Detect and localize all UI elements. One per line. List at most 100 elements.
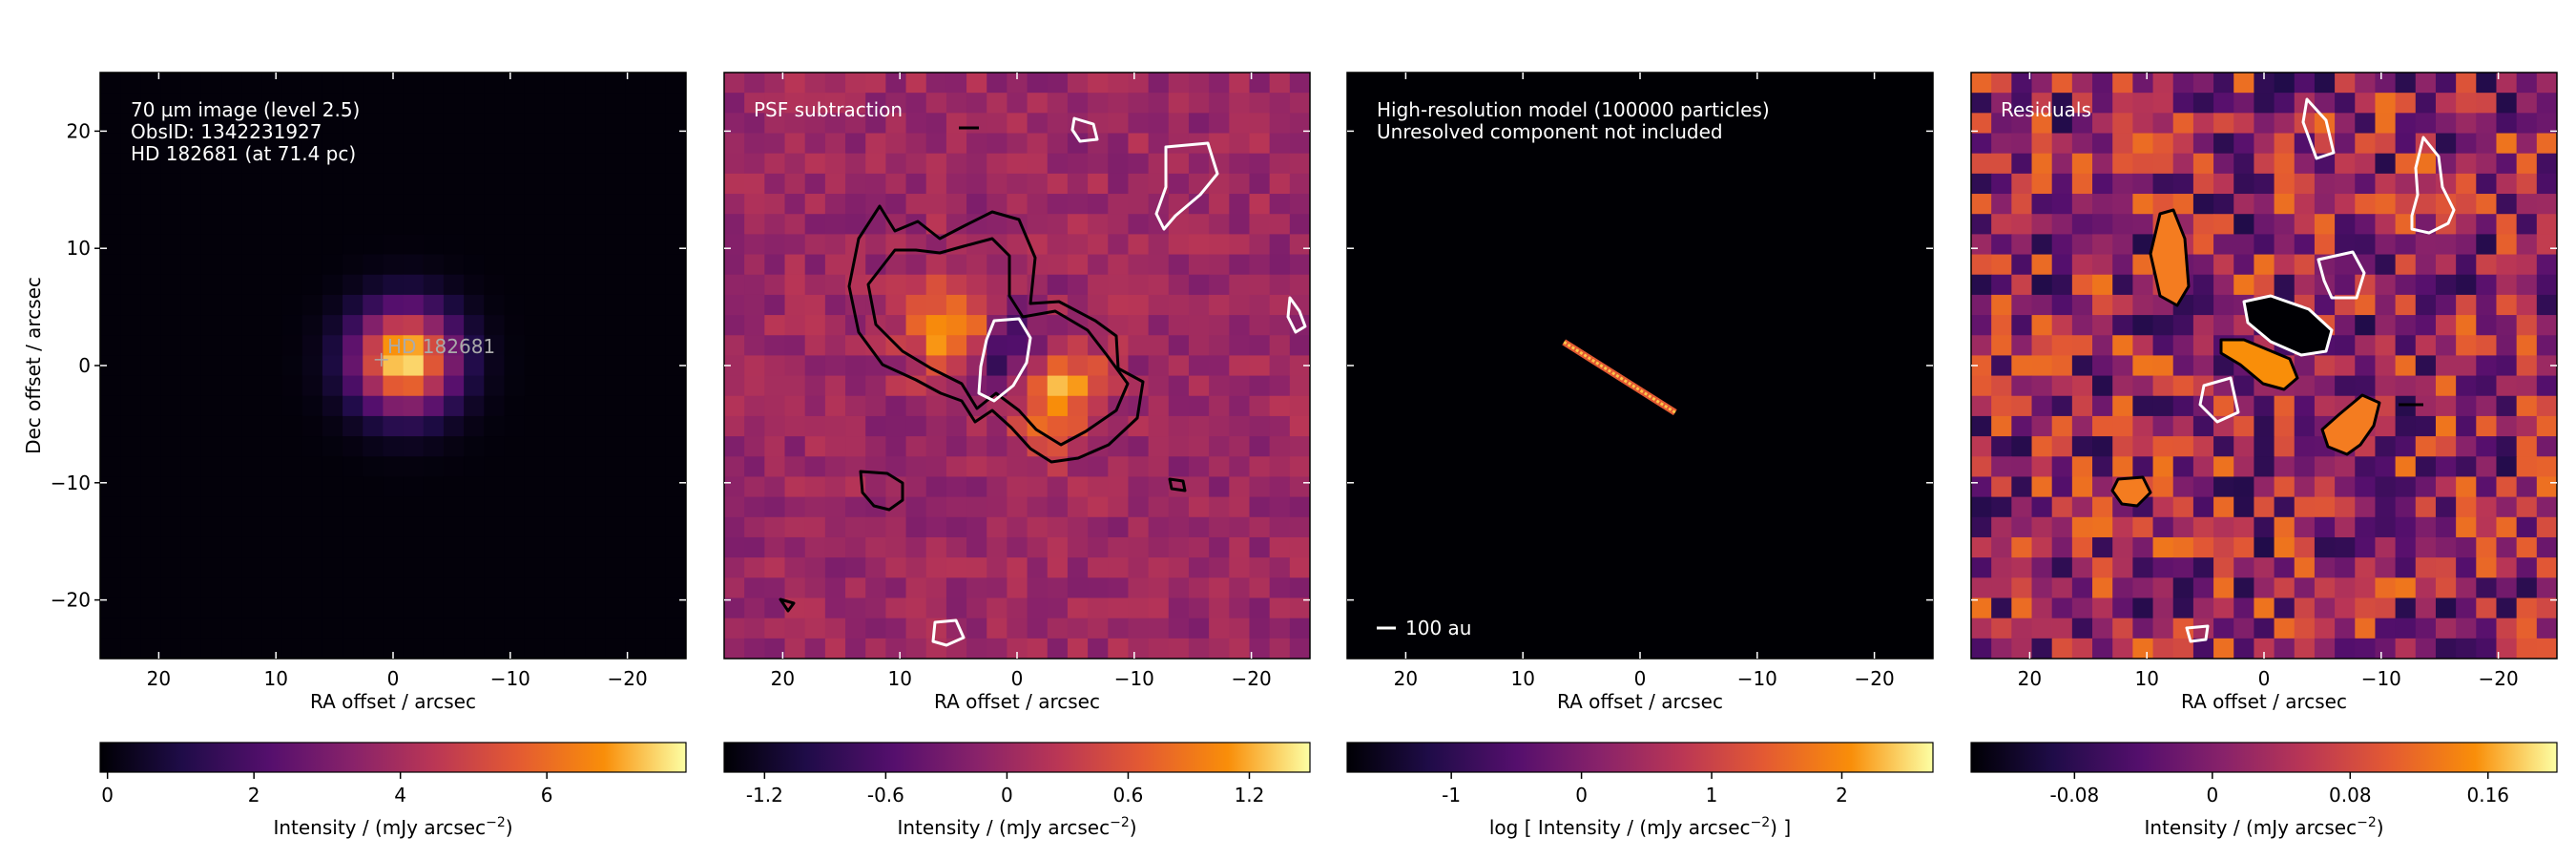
heatmap-pixel xyxy=(2415,254,2437,276)
heatmap-pixel xyxy=(1007,638,1028,659)
heatmap-pixel xyxy=(585,375,606,397)
heatmap-pixel xyxy=(2375,436,2397,457)
heatmap-pixel xyxy=(261,476,283,498)
heatmap-pixel xyxy=(1289,173,1310,195)
heatmap-pixel xyxy=(2496,194,2518,215)
heatmap-pixel xyxy=(2274,194,2296,215)
heatmap-pixel xyxy=(383,113,405,135)
heatmap-pixel xyxy=(403,557,425,578)
heatmap-pixel xyxy=(2092,618,2113,639)
heatmap-pixel xyxy=(2335,536,2356,558)
heatmap-pixel xyxy=(322,638,343,659)
heatmap-pixel xyxy=(605,456,627,478)
heatmap-pixel xyxy=(1027,638,1049,659)
heatmap-pixel xyxy=(504,496,526,518)
heatmap-pixel xyxy=(504,375,526,397)
colorbar-gradient xyxy=(723,742,1311,773)
heatmap-pixel xyxy=(363,194,384,215)
heatmap-pixel xyxy=(322,113,343,135)
heatmap-pixel xyxy=(1007,375,1028,397)
heatmap-pixel xyxy=(383,395,405,417)
heatmap-pixel xyxy=(484,536,506,558)
heatmap-pixel xyxy=(2314,93,2336,114)
heatmap-pixel xyxy=(605,395,627,417)
heatmap-pixel xyxy=(2071,315,2093,336)
heatmap-pixel xyxy=(1027,294,1049,316)
heatmap-pixel xyxy=(2112,395,2133,417)
heatmap-pixel xyxy=(2112,194,2133,215)
heatmap-pixel xyxy=(2172,375,2194,397)
heatmap-pixel xyxy=(1991,254,2012,276)
heatmap-pixel xyxy=(2435,476,2457,498)
heatmap-pixel xyxy=(544,194,566,215)
heatmap-pixel xyxy=(180,415,202,437)
heatmap-pixel xyxy=(403,173,425,195)
heatmap-pixel xyxy=(464,73,485,94)
heatmap-pixel xyxy=(784,516,806,538)
heatmap-pixel xyxy=(383,618,405,639)
heatmap-pixel xyxy=(1088,557,1109,578)
heatmap-pixel xyxy=(987,355,1008,377)
heatmap-pixel xyxy=(1991,355,2012,377)
heatmap-pixel xyxy=(200,294,222,316)
heatmap-pixel xyxy=(2254,133,2275,155)
heatmap-pixel xyxy=(221,335,242,357)
heatmap-pixel xyxy=(1108,133,1130,155)
heatmap-pixel xyxy=(1067,133,1089,155)
heatmap-pixel xyxy=(2536,638,2557,659)
heatmap-pixel xyxy=(1991,436,2012,457)
heatmap-pixel xyxy=(2375,456,2397,478)
heatmap-pixel xyxy=(2132,113,2154,135)
heatmap-pixel xyxy=(2213,436,2234,457)
heatmap-pixel xyxy=(524,618,546,639)
heatmap-pixel xyxy=(160,557,182,578)
heatmap-pixel xyxy=(200,133,222,155)
heatmap-pixel xyxy=(301,294,323,316)
heatmap-pixel xyxy=(2435,557,2457,578)
heatmap-pixel xyxy=(665,436,686,457)
heatmap-pixel xyxy=(200,415,222,437)
heatmap-pixel xyxy=(2395,173,2417,195)
heatmap-pixel xyxy=(281,355,303,377)
heatmap-pixel xyxy=(544,315,566,336)
heatmap-pixel xyxy=(2254,597,2275,619)
heatmap-pixel xyxy=(180,335,202,357)
heatmap-pixel xyxy=(363,395,384,417)
heatmap-pixel xyxy=(2456,536,2477,558)
heatmap-pixel xyxy=(1108,436,1130,457)
heatmap-pixel xyxy=(464,557,485,578)
heatmap-pixel xyxy=(1027,73,1049,94)
annotation-line-1: High-resolution model (100000 particles) xyxy=(1377,98,1770,121)
heatmap-pixel xyxy=(403,456,425,478)
heatmap-pixel xyxy=(2092,294,2113,316)
heatmap-pixel xyxy=(363,375,384,397)
heatmap-pixel xyxy=(2516,214,2538,235)
heatmap-pixel xyxy=(2415,73,2437,94)
heatmap-pixel xyxy=(1269,234,1291,256)
heatmap-pixel xyxy=(443,133,465,155)
heatmap-pixel xyxy=(160,194,182,215)
heatmap-pixel xyxy=(2335,456,2356,478)
heatmap-pixel xyxy=(160,375,182,397)
heatmap-pixel xyxy=(484,557,506,578)
heatmap-pixel xyxy=(987,476,1008,498)
heatmap-pixel xyxy=(281,335,303,357)
heatmap-pixel xyxy=(804,375,826,397)
heatmap-pixel xyxy=(2294,355,2316,377)
heatmap-pixel xyxy=(905,395,927,417)
heatmap-pixel xyxy=(645,496,667,518)
heatmap-pixel xyxy=(221,73,242,94)
heatmap-pixel xyxy=(2496,395,2518,417)
heatmap-pixel xyxy=(2516,536,2538,558)
heatmap-pixel xyxy=(1289,577,1310,599)
heatmap-pixel xyxy=(1067,557,1089,578)
heatmap-pixel xyxy=(2192,618,2214,639)
heatmap-pixel xyxy=(2254,618,2275,639)
heatmap-pixel xyxy=(363,597,384,619)
heatmap-pixel xyxy=(200,254,222,276)
heatmap-pixel xyxy=(1229,234,1251,256)
heatmap-pixel xyxy=(484,173,506,195)
heatmap-pixel xyxy=(2092,395,2113,417)
heatmap-pixel xyxy=(625,234,647,256)
heatmap-pixel xyxy=(1027,335,1049,357)
